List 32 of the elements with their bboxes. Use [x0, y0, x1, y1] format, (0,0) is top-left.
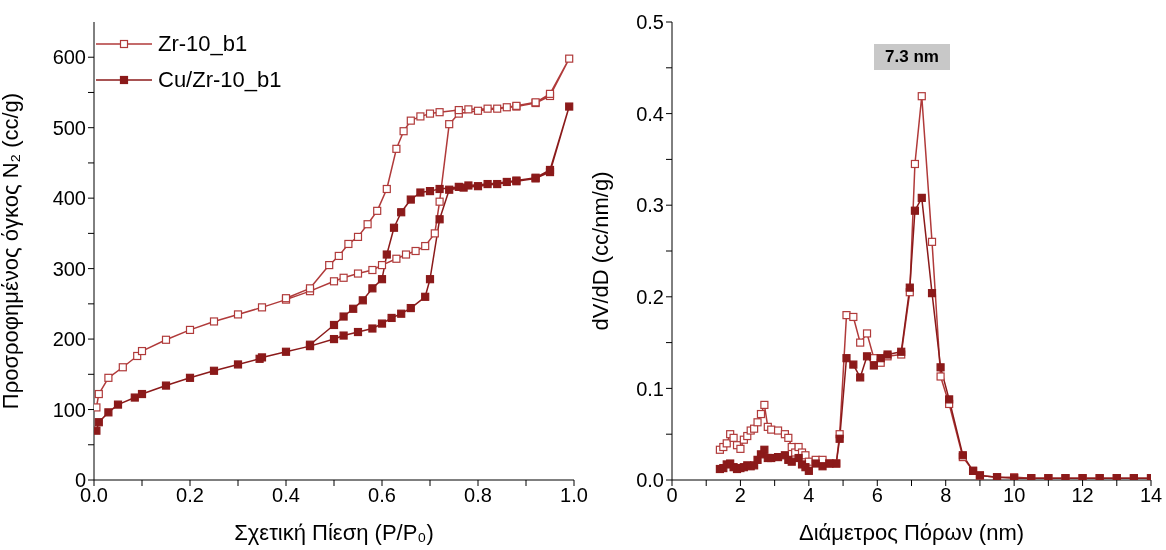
x-axis-title: Σχετική Πίεση (P/P₀): [234, 520, 434, 545]
y-tick-label: 0.4: [636, 102, 664, 125]
x-tick-label: 8: [940, 484, 952, 507]
y-tick-label: 400: [52, 187, 86, 210]
legend-label: Cu/Zr-10_b1: [158, 67, 282, 93]
x-tick-label: 0.2: [176, 484, 204, 507]
x-tick-label: 0: [666, 484, 678, 507]
x-tick-label: 12: [1071, 484, 1094, 507]
y-tick-label: 0.3: [636, 194, 664, 217]
x-tick-label: 0.4: [272, 484, 300, 507]
x-tick-label: 0.8: [464, 484, 492, 507]
y-tick-label: 0.0: [636, 469, 664, 492]
x-tick-label: 1.0: [560, 484, 588, 507]
y-tick-label: 600: [52, 46, 86, 69]
x-tick-label: 10: [1003, 484, 1026, 507]
y-tick-label: 300: [52, 257, 86, 280]
annotation: 7.3 nm: [874, 44, 950, 70]
x-tick-label: 2: [734, 484, 746, 507]
y-tick-label: 0.2: [636, 285, 664, 308]
y-axis-title: Προσροφημένος όγκος N₂ (cc/g): [0, 92, 23, 410]
y-axis-title: dV/dD (cc/nm/g): [587, 171, 613, 331]
y-tick-label: 0.1: [636, 377, 664, 400]
x-axis-title: Διάμετρος Πόρων (nm): [798, 520, 1025, 545]
y-tick-label: 100: [52, 398, 86, 421]
x-tick-label: 6: [871, 484, 883, 507]
y-tick-label: 500: [52, 116, 86, 139]
x-tick-label: 0.6: [368, 484, 396, 507]
y-tick-label: 0.5: [636, 11, 664, 34]
legend-label: Zr-10_b1: [158, 31, 248, 57]
y-tick-label: 200: [52, 328, 86, 351]
x-tick-label: 4: [803, 484, 815, 507]
x-tick-label: 14: [1139, 484, 1163, 507]
